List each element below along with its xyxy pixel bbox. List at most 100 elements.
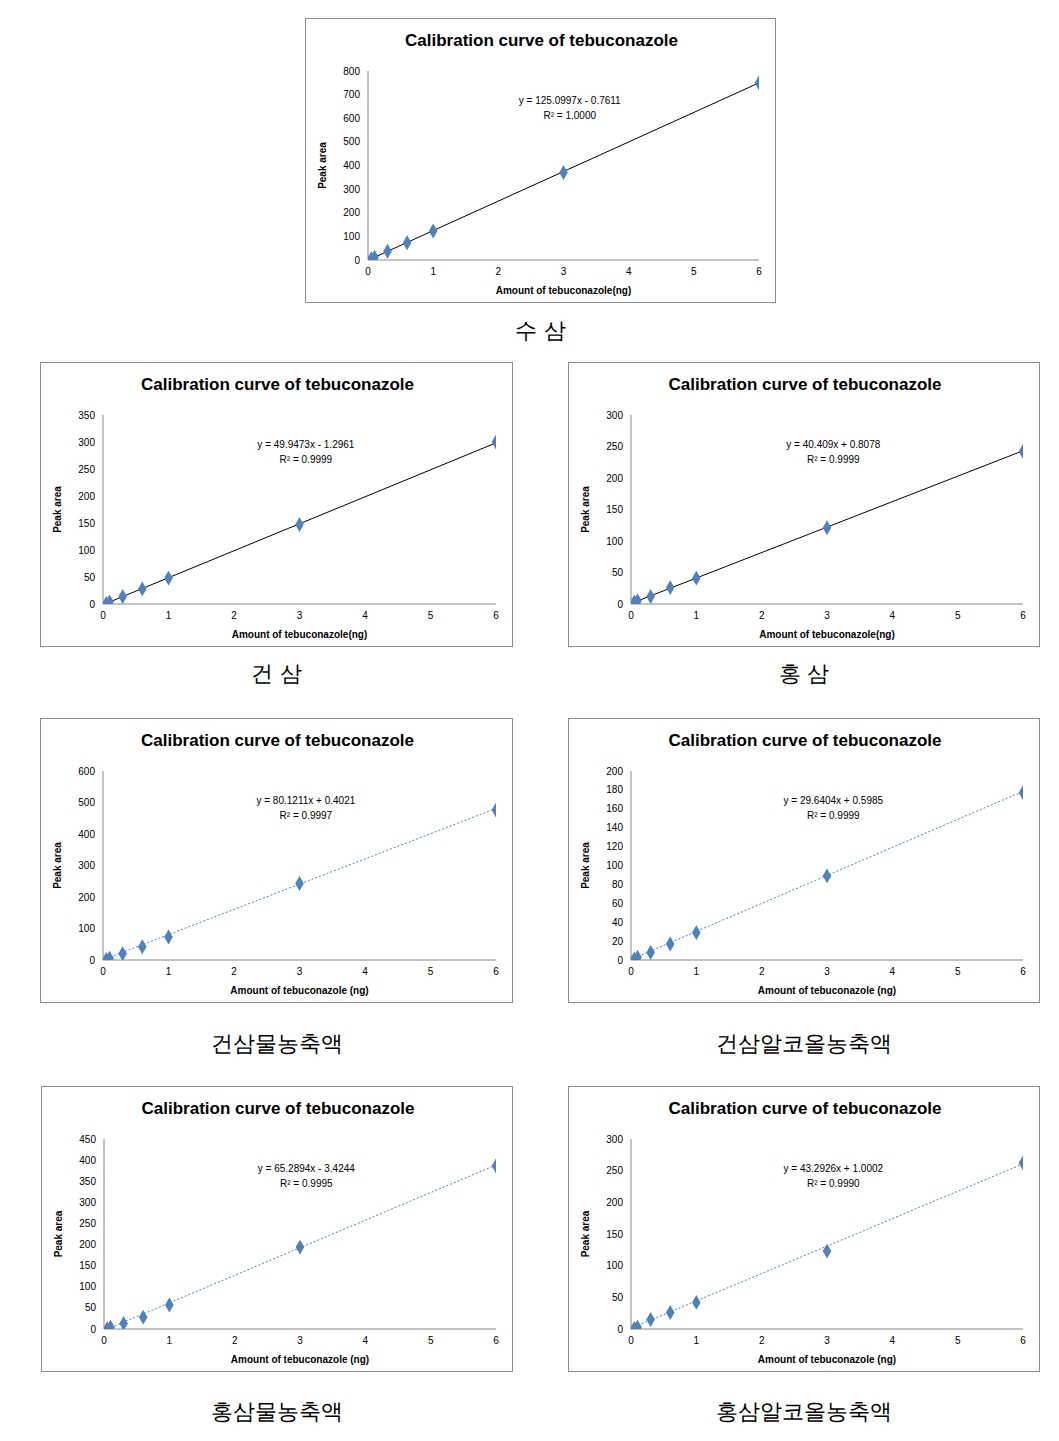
svg-text:150: 150 <box>606 1229 623 1240</box>
svg-text:450: 450 <box>79 1134 96 1145</box>
svg-text:6: 6 <box>493 966 499 977</box>
svg-text:150: 150 <box>78 518 95 529</box>
svg-text:3: 3 <box>297 1335 303 1346</box>
svg-text:300: 300 <box>78 437 95 448</box>
svg-text:3: 3 <box>297 610 303 621</box>
svg-text:200: 200 <box>606 1197 623 1208</box>
svg-text:250: 250 <box>606 1165 623 1176</box>
svg-text:200: 200 <box>606 766 623 777</box>
svg-text:6: 6 <box>493 610 499 621</box>
svg-text:300: 300 <box>606 1134 623 1145</box>
svg-text:0: 0 <box>100 966 106 977</box>
svg-text:6: 6 <box>493 1335 499 1346</box>
svg-text:5: 5 <box>691 266 697 277</box>
svg-text:100: 100 <box>78 545 95 556</box>
svg-text:0: 0 <box>628 610 634 621</box>
svg-text:80: 80 <box>612 879 624 890</box>
svg-text:3: 3 <box>824 1335 830 1346</box>
svg-text:5: 5 <box>428 966 434 977</box>
svg-text:300: 300 <box>78 860 95 871</box>
svg-text:150: 150 <box>79 1260 96 1271</box>
svg-text:Amount of tebuconazole(ng): Amount of tebuconazole(ng) <box>759 629 895 640</box>
svg-text:3: 3 <box>561 266 567 277</box>
svg-text:400: 400 <box>343 160 360 171</box>
svg-text:4: 4 <box>890 1335 896 1346</box>
svg-text:4: 4 <box>363 1335 369 1346</box>
svg-text:5: 5 <box>428 1335 434 1346</box>
svg-text:250: 250 <box>78 464 95 475</box>
svg-text:120: 120 <box>606 841 623 852</box>
svg-text:250: 250 <box>606 441 623 452</box>
svg-text:100: 100 <box>606 860 623 871</box>
svg-text:500: 500 <box>343 136 360 147</box>
svg-text:250: 250 <box>79 1218 96 1229</box>
svg-text:50: 50 <box>612 567 624 578</box>
svg-text:3: 3 <box>824 610 830 621</box>
svg-text:4: 4 <box>626 266 632 277</box>
svg-text:350: 350 <box>79 1176 96 1187</box>
svg-text:100: 100 <box>606 1260 623 1271</box>
svg-text:50: 50 <box>84 572 96 583</box>
svg-text:Peak area: Peak area <box>52 842 63 889</box>
svg-text:140: 140 <box>606 822 623 833</box>
svg-text:0: 0 <box>101 1335 107 1346</box>
svg-text:50: 50 <box>612 1292 624 1303</box>
svg-text:500: 500 <box>78 797 95 808</box>
svg-text:6: 6 <box>756 266 762 277</box>
svg-text:5: 5 <box>955 610 961 621</box>
svg-text:100: 100 <box>606 536 623 547</box>
svg-text:2: 2 <box>759 966 765 977</box>
svg-text:1: 1 <box>167 1335 173 1346</box>
svg-text:Amount of tebuconazole(ng): Amount of tebuconazole(ng) <box>496 285 632 296</box>
svg-text:2: 2 <box>232 1335 238 1346</box>
svg-text:300: 300 <box>79 1197 96 1208</box>
svg-text:5: 5 <box>955 966 961 977</box>
svg-text:1: 1 <box>166 966 172 977</box>
svg-text:2: 2 <box>759 1335 765 1346</box>
svg-text:0: 0 <box>354 255 360 266</box>
svg-text:0: 0 <box>628 1335 634 1346</box>
svg-text:0: 0 <box>617 1324 623 1335</box>
svg-text:200: 200 <box>78 491 95 502</box>
svg-text:3: 3 <box>297 966 303 977</box>
svg-text:1: 1 <box>694 1335 700 1346</box>
svg-text:Amount of tebuconazole (ng): Amount of tebuconazole (ng) <box>758 1354 896 1365</box>
svg-text:0: 0 <box>365 266 371 277</box>
svg-text:200: 200 <box>79 1239 96 1250</box>
svg-text:Peak area: Peak area <box>52 486 63 533</box>
svg-text:2: 2 <box>231 966 237 977</box>
svg-text:800: 800 <box>343 66 360 77</box>
svg-text:6: 6 <box>1020 966 1026 977</box>
svg-text:Amount of tebuconazole (ng): Amount of tebuconazole (ng) <box>758 985 896 996</box>
svg-text:400: 400 <box>79 1155 96 1166</box>
svg-text:20: 20 <box>612 936 624 947</box>
svg-text:100: 100 <box>78 923 95 934</box>
svg-text:2: 2 <box>231 610 237 621</box>
svg-text:200: 200 <box>606 473 623 484</box>
svg-text:Peak area: Peak area <box>580 842 591 889</box>
svg-text:0: 0 <box>89 955 95 966</box>
svg-text:Amount of tebuconazole (ng): Amount of tebuconazole (ng) <box>231 1354 369 1365</box>
svg-text:4: 4 <box>890 610 896 621</box>
svg-text:40: 40 <box>612 917 624 928</box>
svg-text:300: 300 <box>606 410 623 421</box>
svg-text:2: 2 <box>496 266 502 277</box>
svg-text:Amount of tebuconazole (ng): Amount of tebuconazole (ng) <box>230 985 368 996</box>
svg-text:Peak area: Peak area <box>53 1210 64 1257</box>
svg-text:600: 600 <box>78 766 95 777</box>
svg-text:0: 0 <box>89 599 95 610</box>
svg-text:1: 1 <box>430 266 436 277</box>
svg-text:4: 4 <box>362 966 368 977</box>
svg-text:60: 60 <box>612 898 624 909</box>
svg-text:Amount of tebuconazole(ng): Amount of tebuconazole(ng) <box>232 629 368 640</box>
svg-text:5: 5 <box>955 1335 961 1346</box>
svg-text:0: 0 <box>90 1324 96 1335</box>
svg-text:200: 200 <box>78 892 95 903</box>
svg-text:50: 50 <box>85 1302 97 1313</box>
svg-text:Peak area: Peak area <box>580 1210 591 1257</box>
svg-text:100: 100 <box>343 231 360 242</box>
svg-text:Peak area: Peak area <box>317 142 328 189</box>
svg-text:1: 1 <box>166 610 172 621</box>
svg-text:400: 400 <box>78 829 95 840</box>
svg-text:600: 600 <box>343 113 360 124</box>
